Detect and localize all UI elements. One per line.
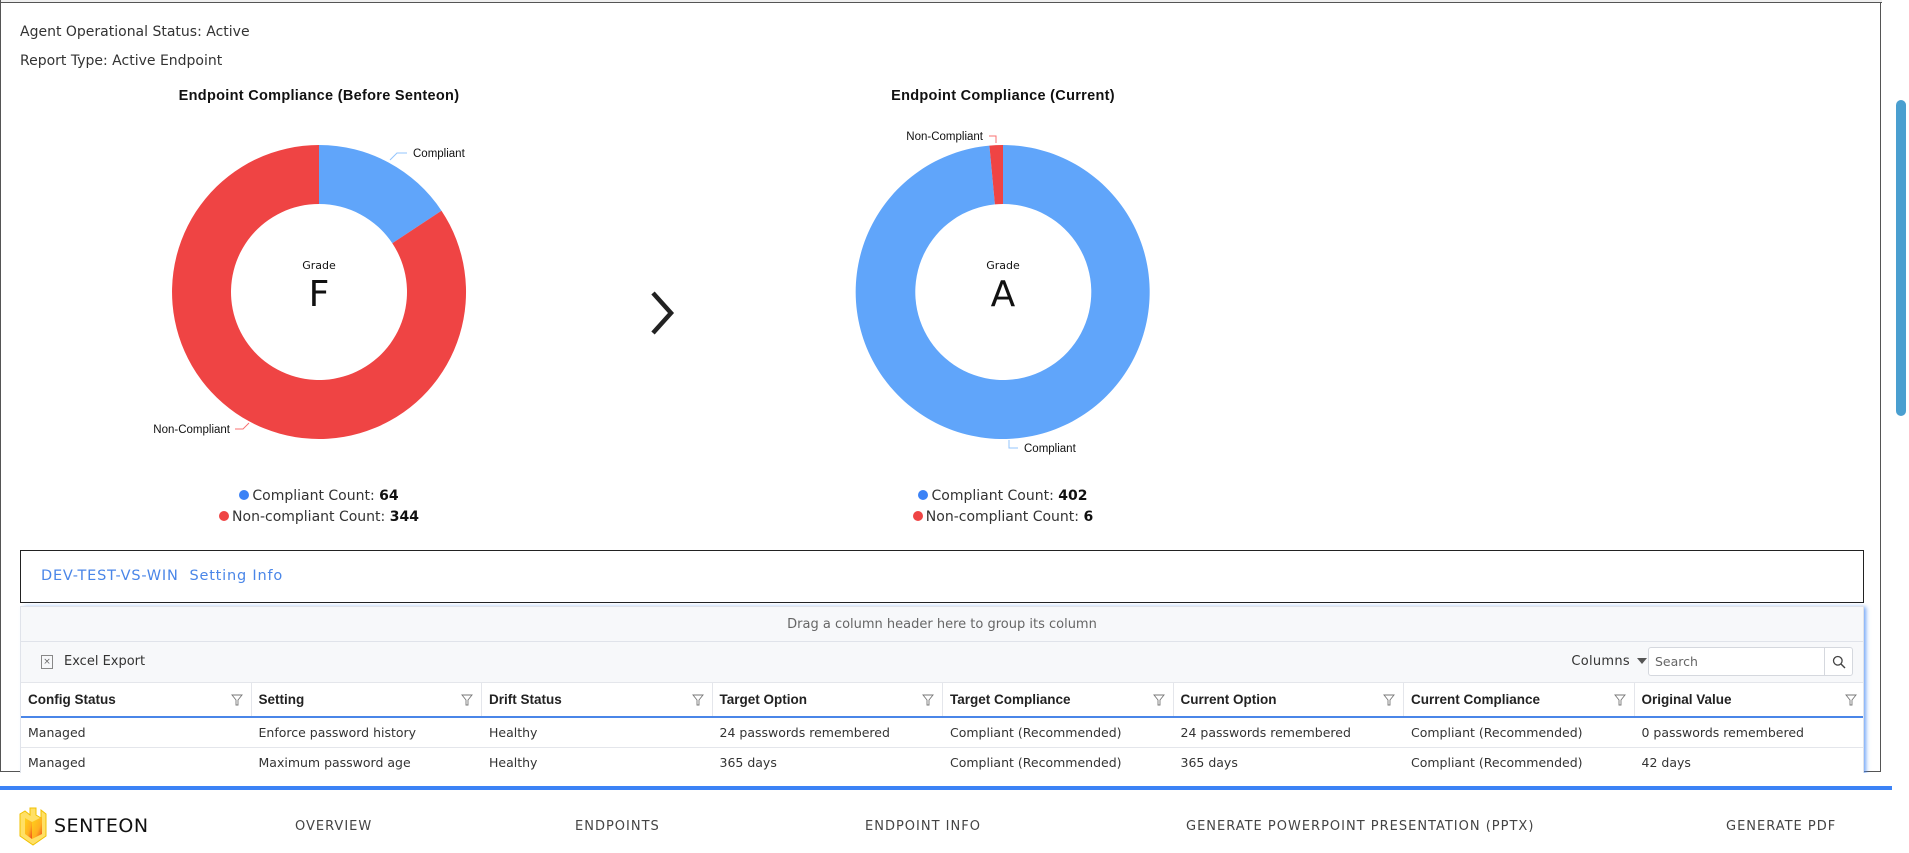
column-header-original-value[interactable]: Original Value <box>1635 683 1866 716</box>
slice-non-compliant[interactable] <box>172 145 467 439</box>
cell-drift-status: Healthy <box>489 755 538 770</box>
excel-export-label: Excel Export <box>64 654 146 669</box>
grid-toolbar: × Excel Export Columns <box>21 642 1863 683</box>
footer-divider <box>0 786 1892 790</box>
compliant-dot-icon <box>918 490 929 500</box>
footer-nav: SENTEON OVERVIEW ENDPOINTS ENDPOINT INFO… <box>0 790 1909 853</box>
cell-current-compliance: Compliant (Recommended) <box>1411 725 1583 740</box>
group-panel[interactable]: Drag a column header here to group its c… <box>21 607 1863 642</box>
senteon-shield-icon <box>19 807 47 846</box>
column-header-drift-status[interactable]: Drift Status <box>482 683 713 716</box>
filter-icon[interactable] <box>230 694 243 706</box>
leader-compliant <box>389 152 407 161</box>
search-box <box>1648 647 1853 676</box>
compliant-count-before: Compliant Count: 64 <box>109 488 529 504</box>
settings-grid: Drag a column header here to group its c… <box>20 606 1864 778</box>
cell-original-value: 0 passwords remembered <box>1641 725 1804 740</box>
center-grade-value: F <box>309 274 330 315</box>
leader-non-compliant <box>235 422 250 430</box>
cell-drift-status: Healthy <box>489 725 538 740</box>
leader-compliant <box>1008 440 1018 449</box>
excel-export-button[interactable]: × Excel Export <box>41 654 145 669</box>
cell-target-option: 24 passwords remembered <box>719 725 890 740</box>
cell-config-status: Managed <box>28 755 86 770</box>
cell-target-option: 365 days <box>719 755 777 770</box>
chart-current: Endpoint Compliance (Current) Non-Compli… <box>793 88 1213 528</box>
brand-name: SENTEON <box>54 815 149 837</box>
label-compliant: Compliant <box>1024 443 1077 455</box>
setting-info-panel: DEV-TEST-VS-WIN Setting Info <box>20 550 1864 603</box>
cell-target-compliance: Compliant (Recommended) <box>950 725 1122 740</box>
vertical-scrollbar[interactable] <box>1896 100 1906 416</box>
filter-icon[interactable] <box>1152 694 1165 706</box>
search-icon <box>1832 655 1845 668</box>
search-input[interactable] <box>1649 648 1824 675</box>
center-grade-value: A <box>991 274 1016 315</box>
filter-icon[interactable] <box>691 694 704 706</box>
chart-current-title: Endpoint Compliance (Current) <box>891 88 1115 104</box>
content-clip <box>0 773 1909 786</box>
column-header-setting[interactable]: Setting <box>252 683 482 716</box>
filter-icon[interactable] <box>1613 694 1626 706</box>
slice-compliant[interactable] <box>855 145 1150 439</box>
grid-header-row: Config Status Setting Drift Status Targe… <box>21 683 1863 718</box>
caret-down-icon <box>1637 658 1647 664</box>
column-header-target-option[interactable]: Target Option <box>713 683 943 716</box>
compliant-dot-icon <box>239 490 250 500</box>
leader-non-compliant <box>989 135 997 143</box>
cell-current-compliance: Compliant (Recommended) <box>1411 755 1583 770</box>
cell-setting: Maximum password age <box>258 755 411 770</box>
chevron-right-icon <box>651 291 675 335</box>
report-type: Report Type: Active Endpoint <box>20 53 223 69</box>
compliant-count-current: Compliant Count: 402 <box>793 488 1213 504</box>
cell-current-option: 24 passwords remembered <box>1180 725 1351 740</box>
chart-before: Endpoint Compliance (Before Senteon) Com… <box>109 88 529 528</box>
filter-icon[interactable] <box>461 694 473 706</box>
excel-file-icon: × <box>41 654 53 669</box>
nav-generate-pdf[interactable]: GENERATE PDF <box>1726 819 1837 834</box>
label-non-compliant: Non-Compliant <box>906 131 984 143</box>
search-button[interactable] <box>1824 648 1852 675</box>
nav-overview[interactable]: OVERVIEW <box>295 819 373 834</box>
filter-icon[interactable] <box>922 694 934 706</box>
cell-config-status: Managed <box>28 725 86 740</box>
senteon-logo[interactable]: SENTEON <box>18 806 149 846</box>
nav-endpoint-info[interactable]: ENDPOINT INFO <box>865 819 981 834</box>
center-grade-label: Grade <box>986 259 1020 272</box>
donut-before-slices <box>172 145 467 439</box>
slice-compliant[interactable] <box>319 145 442 244</box>
non-compliant-count-current: Non-compliant Count: 6 <box>793 509 1213 525</box>
column-header-current-option[interactable]: Current Option <box>1174 683 1404 716</box>
cell-target-compliance: Compliant (Recommended) <box>950 755 1122 770</box>
cell-original-value: 42 days <box>1641 755 1691 770</box>
label-compliant: Compliant <box>413 148 466 160</box>
non-compliant-count-before: Non-compliant Count: 344 <box>109 509 529 525</box>
table-row[interactable]: Managed Enforce password history Healthy… <box>21 718 1863 748</box>
column-header-current-compliance[interactable]: Current Compliance <box>1404 683 1635 716</box>
nav-endpoints[interactable]: ENDPOINTS <box>575 819 660 834</box>
donut-chart-current: Non-Compliant Compliant Grade A <box>855 131 1150 455</box>
center-grade-label: Grade <box>302 259 336 272</box>
cell-setting: Enforce password history <box>258 725 417 740</box>
top-strip <box>1 0 1882 3</box>
non-compliant-dot-icon <box>219 511 230 521</box>
slice-non-compliant[interactable] <box>989 144 1003 205</box>
column-header-target-compliance[interactable]: Target Compliance <box>943 683 1174 716</box>
cell-current-option: 365 days <box>1180 755 1238 770</box>
donut-current-slices <box>855 144 1150 439</box>
label-non-compliant: Non-Compliant <box>153 424 231 436</box>
non-compliant-dot-icon <box>912 511 923 521</box>
column-header-config-status[interactable]: Config Status <box>21 683 252 716</box>
columns-dropdown-button[interactable]: Columns <box>1571 654 1647 669</box>
columns-label: Columns <box>1571 654 1630 669</box>
filter-icon[interactable] <box>1383 694 1395 706</box>
setting-info-title: DEV-TEST-VS-WIN Setting Info <box>41 568 284 584</box>
chart-before-title: Endpoint Compliance (Before Senteon) <box>178 88 460 104</box>
donut-chart-before: Compliant Non-Compliant Grade F <box>153 145 467 439</box>
agent-status: Agent Operational Status: Active <box>20 24 250 40</box>
filter-icon[interactable] <box>1845 694 1857 706</box>
nav-generate-pptx[interactable]: GENERATE POWERPOINT PRESENTATION (PPTX) <box>1186 819 1535 834</box>
